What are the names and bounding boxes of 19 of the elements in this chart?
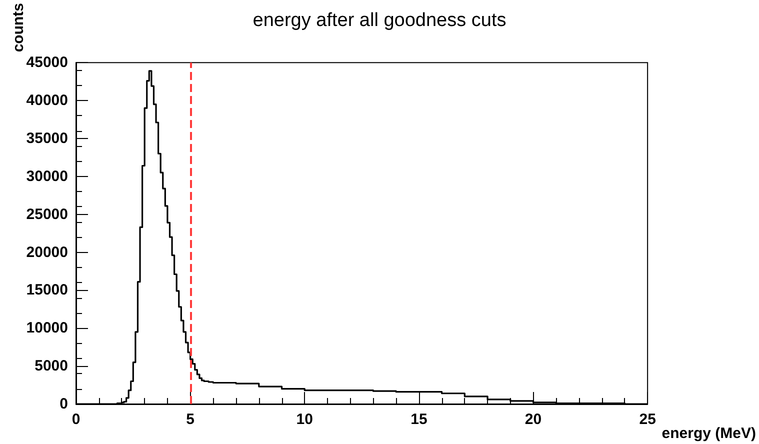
x-axis-title: energy (MeV)	[662, 425, 756, 442]
y-tick-label: 45000	[26, 54, 68, 72]
x-tick-label: 10	[296, 411, 313, 428]
y-tick-label: 0	[60, 396, 68, 412]
y-axis-title: counts	[10, 3, 27, 52]
x-tick-label: 5	[186, 411, 194, 428]
y-tick-label: 5000	[34, 358, 68, 375]
y-tick-label: 35000	[26, 130, 68, 147]
chart-title: energy after all goodness cuts	[252, 10, 506, 31]
y-tick-label: 30000	[26, 168, 68, 185]
y-tick-label: 25000	[26, 206, 68, 223]
y-tick-label: 10000	[26, 320, 68, 337]
x-tick-label: 0	[72, 411, 80, 428]
y-tick-label: 20000	[26, 244, 68, 261]
x-tick-label: 25	[639, 411, 656, 428]
x-tick-label: 20	[524, 411, 542, 428]
y-tick-label: 40000	[26, 92, 68, 110]
y-tick-label: 15000	[26, 282, 68, 299]
x-tick-label: 15	[410, 411, 428, 428]
